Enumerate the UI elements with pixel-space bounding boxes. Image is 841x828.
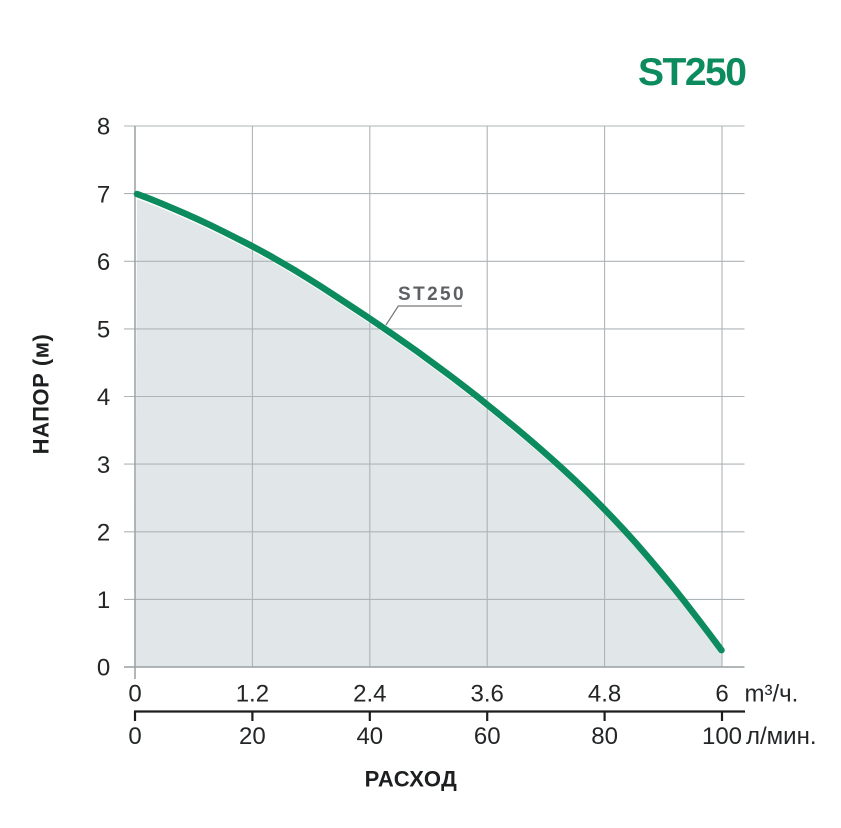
svg-text:80: 80 <box>591 723 618 750</box>
svg-text:л/мин.: л/мин. <box>746 723 817 750</box>
svg-text:4.8: 4.8 <box>588 681 621 708</box>
svg-text:6: 6 <box>97 249 110 276</box>
svg-text:0: 0 <box>128 723 141 750</box>
svg-text:РАСХОД: РАСХОД <box>365 767 458 792</box>
svg-text:3: 3 <box>97 452 110 479</box>
svg-text:1: 1 <box>97 587 110 614</box>
svg-text:0: 0 <box>128 681 141 708</box>
svg-text:60: 60 <box>474 723 501 750</box>
svg-text:0: 0 <box>97 655 110 682</box>
svg-text:8: 8 <box>97 114 110 141</box>
svg-text:5: 5 <box>97 317 110 344</box>
svg-text:4: 4 <box>97 384 110 411</box>
svg-text:1.2: 1.2 <box>236 681 269 708</box>
svg-text:НАПОР (м): НАПОР (м) <box>29 334 54 455</box>
svg-text:2.4: 2.4 <box>353 681 386 708</box>
svg-text:2: 2 <box>97 520 110 547</box>
svg-text:ST250: ST250 <box>638 51 746 94</box>
svg-text:40: 40 <box>356 723 383 750</box>
svg-text:100: 100 <box>702 723 742 750</box>
svg-text:3.6: 3.6 <box>471 681 504 708</box>
svg-text:ST250: ST250 <box>398 284 466 305</box>
svg-text:7: 7 <box>97 181 110 208</box>
svg-text:m³/ч.: m³/ч. <box>745 681 799 708</box>
svg-text:6: 6 <box>715 681 728 708</box>
svg-text:20: 20 <box>239 723 266 750</box>
